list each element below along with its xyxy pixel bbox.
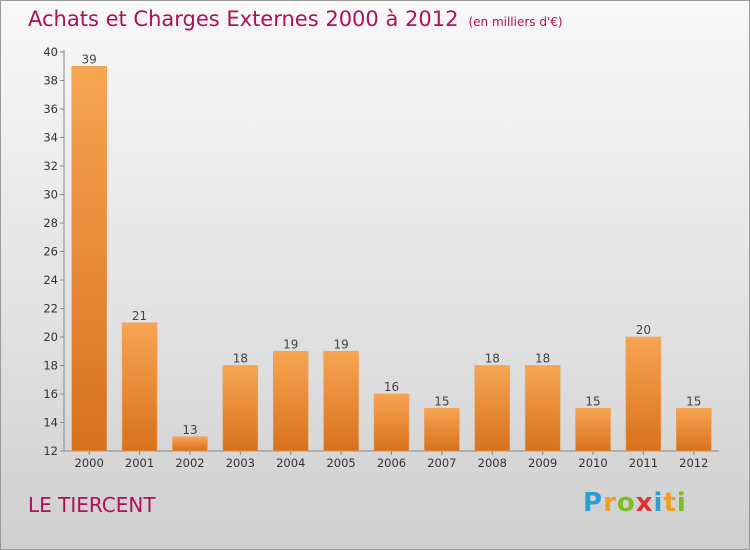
logo-letter: t (663, 488, 677, 518)
y-tick-label: 16 (43, 387, 58, 401)
data-labels: 39 21 13 18 19 19 16 15 18 18 15 20 15 (82, 52, 702, 437)
bar (625, 336, 662, 452)
bar (172, 436, 208, 452)
place-name: LE TIERCENT (28, 493, 156, 517)
y-tick-label: 38 (43, 74, 58, 88)
logo-letter: i (653, 488, 664, 518)
x-tick-label: 2005 (326, 456, 355, 470)
y-tick-label: 30 (43, 188, 58, 202)
x-tick-label: 2012 (679, 456, 708, 470)
x-tick-label: 2006 (377, 456, 406, 470)
data-label: 15 (686, 394, 701, 408)
x-tick-label: 2004 (276, 456, 305, 470)
proxiti-logo: Proxiti (583, 488, 687, 518)
bar (676, 408, 712, 452)
logo-letter: o (616, 488, 636, 518)
y-tick-label: 32 (43, 159, 58, 173)
bar (373, 393, 410, 452)
x-tick-label: 2000 (75, 456, 104, 470)
logo-letter: P (583, 488, 604, 518)
y-tick-label: 14 (43, 416, 58, 430)
data-label: 18 (233, 352, 248, 366)
x-tick-label: 2003 (226, 456, 255, 470)
y-tick-label: 20 (43, 330, 58, 344)
y-tick-label: 40 (43, 45, 58, 59)
data-label: 19 (283, 337, 298, 351)
logo-letter: x (635, 488, 654, 518)
y-tick-label: 34 (43, 131, 58, 145)
bar (71, 66, 107, 452)
x-tick-label: 2008 (478, 456, 507, 470)
y-tick-label: 18 (43, 359, 58, 373)
bar (524, 365, 561, 452)
data-label: 18 (535, 352, 550, 366)
x-tick-label: 2007 (427, 456, 456, 470)
data-label: 19 (333, 337, 348, 351)
logo-letter: i (676, 488, 687, 518)
chart-title-text: Achats et Charges Externes 2000 à 2012 (28, 7, 459, 31)
data-label: 20 (636, 323, 651, 337)
data-label: 39 (82, 52, 97, 66)
data-label: 21 (132, 309, 147, 323)
y-tick-label: 22 (43, 302, 58, 316)
data-label: 13 (182, 423, 197, 437)
bars (71, 66, 712, 452)
x-tick-label: 2009 (528, 456, 557, 470)
data-label: 18 (485, 352, 500, 366)
chart-title: Achats et Charges Externes 2000 à 2012 (e… (28, 7, 563, 31)
y-tick-label: 28 (43, 216, 58, 230)
y-tick-label: 36 (43, 102, 58, 116)
x-tick-label: 2011 (629, 456, 658, 470)
data-label: 15 (434, 394, 449, 408)
bar (575, 408, 611, 452)
y-tick-label: 24 (43, 273, 58, 287)
data-label: 16 (384, 380, 399, 394)
bar (272, 351, 309, 452)
bar (474, 365, 511, 452)
chart-subtitle: (en milliers d'€) (468, 15, 563, 29)
y-tick-label: 12 (43, 444, 58, 458)
bar (424, 408, 460, 452)
bar (222, 365, 259, 452)
y-tick-label: 26 (43, 245, 58, 259)
axes: 12 14 16 18 20 22 24 26 28 30 32 34 36 38 40 2000 2001 20… (43, 45, 719, 470)
x-tick-label: 2010 (578, 456, 607, 470)
logo-letter: r (603, 488, 617, 518)
bar (121, 322, 158, 452)
data-label: 15 (585, 394, 600, 408)
bar (323, 351, 359, 452)
x-tick-label: 2001 (125, 456, 154, 470)
x-tick-label: 2002 (175, 456, 204, 470)
